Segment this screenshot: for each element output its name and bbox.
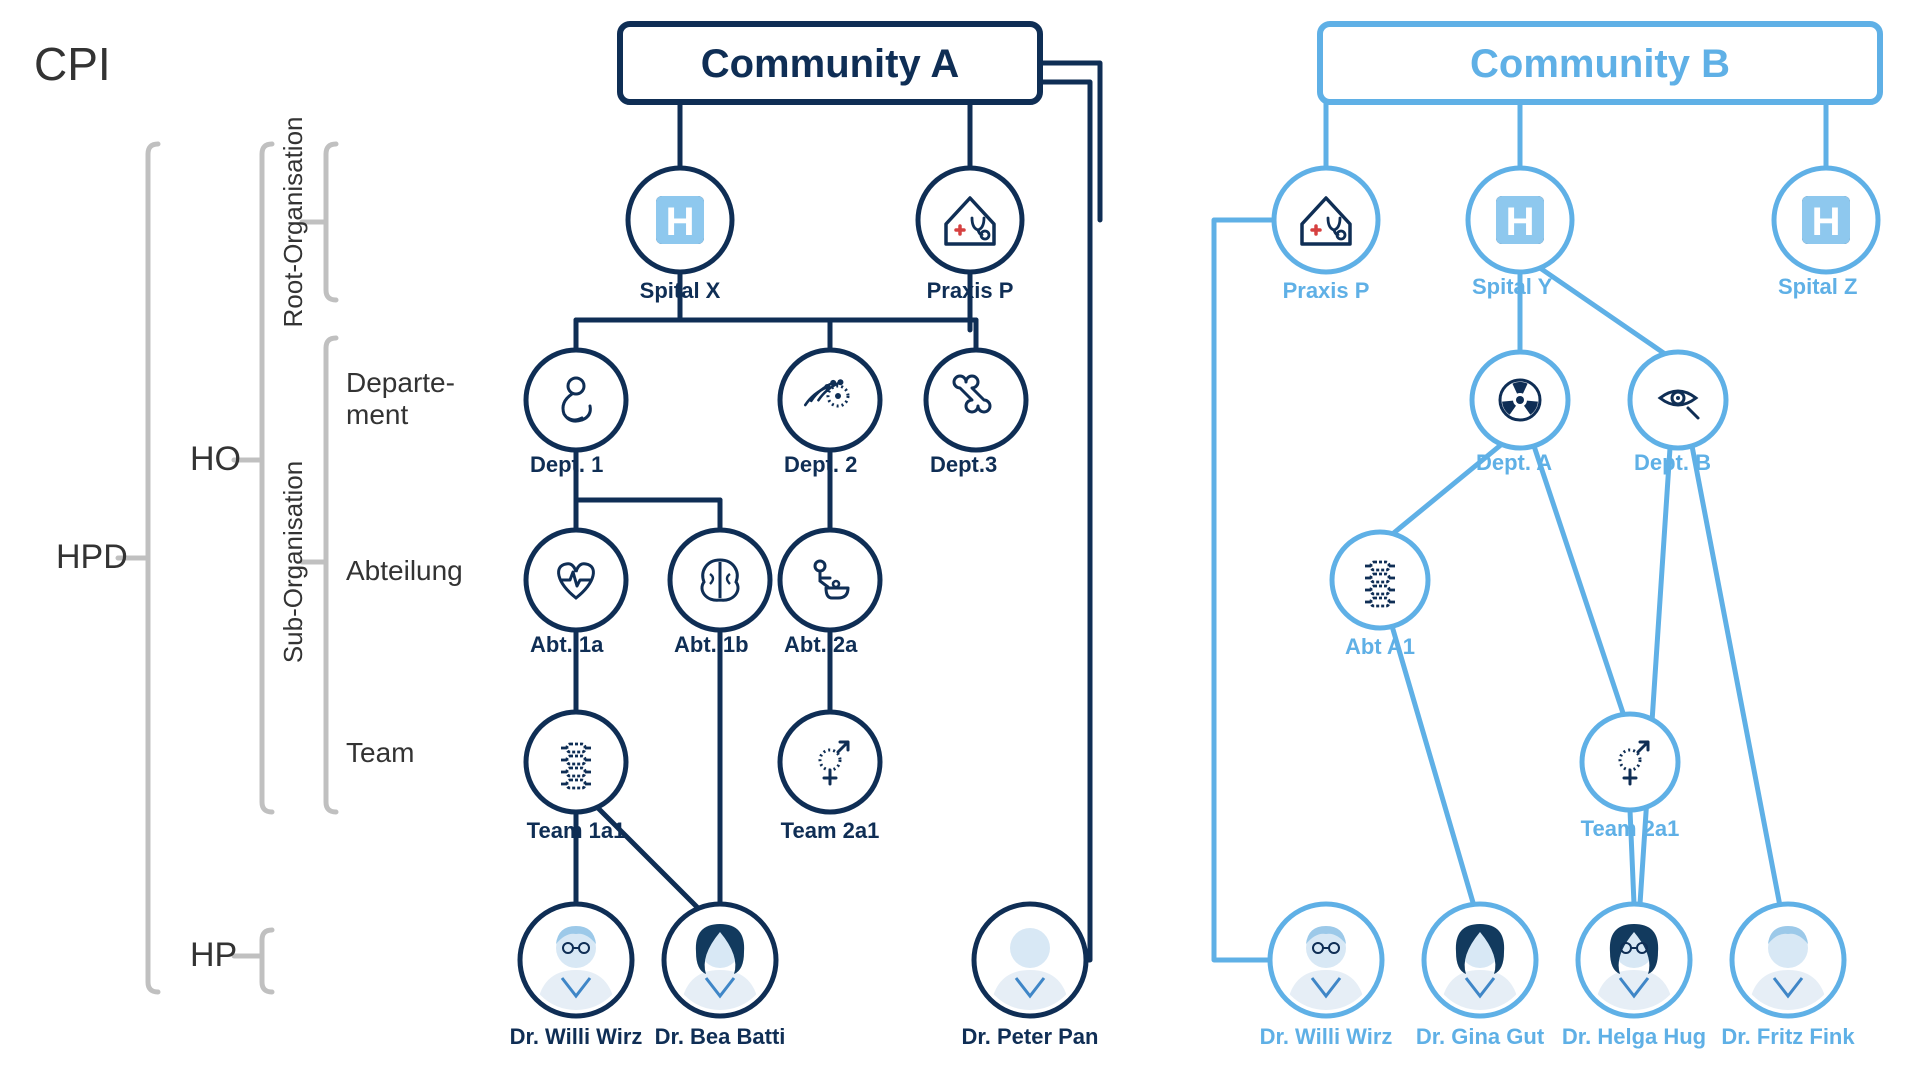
edge — [1392, 626, 1474, 906]
person-a-willi — [520, 904, 632, 1020]
node-d1 — [526, 350, 626, 450]
person-b-willi-label: Dr. Willi Wirz — [1260, 1024, 1393, 1049]
row-label-team: Team — [346, 737, 414, 768]
svg-text:H: H — [1812, 200, 1841, 244]
person-a-bea — [664, 904, 776, 1020]
person-b-willi — [1270, 904, 1382, 1020]
person-b-fritz-label: Dr. Fritz Fink — [1721, 1024, 1855, 1049]
cpi-label: CPI — [34, 38, 111, 90]
side-label-hpd: HPD — [56, 538, 128, 576]
node-a2a — [780, 530, 880, 630]
node-t2a1 — [780, 712, 880, 812]
node-spital-x-label: Spital X — [640, 278, 721, 303]
node-dept-a-label: Dept. A — [1476, 450, 1552, 475]
node-dept-b — [1630, 352, 1726, 448]
community-a-box-title: Community A — [701, 42, 960, 86]
node-praxis-p-b-label: Praxis P — [1283, 278, 1370, 303]
node-d3 — [926, 350, 1026, 450]
svg-text:H: H — [666, 200, 695, 244]
node-t1a1 — [526, 712, 626, 812]
node-d2-label: Dept. 2 — [784, 452, 857, 477]
person-b-helga-label: Dr. Helga Hug — [1562, 1024, 1706, 1049]
node-team-2a1-b-label: Team 2a1 — [1581, 816, 1680, 841]
person-a-peter-label: Dr. Peter Pan — [962, 1024, 1099, 1049]
node-a1b — [670, 530, 770, 630]
person-a-willi-label: Dr. Willi Wirz — [510, 1024, 643, 1049]
row-label-departement-2: ment — [346, 399, 408, 430]
edge — [1534, 446, 1624, 716]
vertical-label-root: Root-Organisation — [278, 117, 308, 328]
node-abt-a1-label: Abt A1 — [1345, 634, 1415, 659]
node-spital-y-label: Spital Y — [1472, 274, 1553, 299]
bracket-hp — [262, 930, 272, 992]
community-b-box-title: Community B — [1470, 42, 1730, 86]
person-b-fritz — [1732, 904, 1844, 1020]
node-dept-a — [1472, 352, 1568, 448]
person-a-peter — [974, 904, 1086, 1020]
svg-text:H: H — [1506, 200, 1535, 244]
node-spital-y: HH — [1468, 168, 1572, 272]
bracket-hpd — [148, 144, 158, 992]
edge — [1214, 220, 1274, 960]
row-label-departement: Departe- — [346, 367, 455, 398]
row-label-abteilung: Abteilung — [346, 555, 463, 586]
node-a1a — [526, 530, 626, 630]
node-spital-x: HH — [628, 168, 732, 272]
vertical-label-sub: Sub-Organisation — [278, 461, 308, 663]
person-b-gina — [1424, 904, 1536, 1020]
node-spital-z: HH — [1774, 168, 1878, 272]
edge — [1540, 268, 1668, 356]
bracket-ho — [262, 144, 272, 812]
side-label-hp: HP — [190, 936, 237, 974]
edge — [1040, 82, 1090, 960]
node-spital-z-label: Spital Z — [1778, 274, 1857, 299]
person-b-gina-label: Dr. Gina Gut — [1416, 1024, 1545, 1049]
node-praxis-p-a-label: Praxis P — [927, 278, 1014, 303]
bracket-sub — [326, 338, 336, 812]
node-abt-a1 — [1332, 532, 1428, 628]
node-d2 — [780, 350, 880, 450]
node-a1a-label: Abt. 1a — [530, 632, 604, 657]
node-dept-b-label: Dept. B — [1634, 450, 1711, 475]
node-d1-label: Dept. 1 — [530, 452, 603, 477]
node-d3-label: Dept.3 — [930, 452, 997, 477]
diagram-root: Community ACommunity BHHHHHH CPIHPDHOHPR… — [0, 0, 1920, 1080]
node-a2a-label: Abt. 2a — [784, 632, 858, 657]
node-praxis-p-b — [1274, 168, 1378, 272]
node-praxis-p-a — [918, 168, 1022, 272]
edge — [1692, 446, 1780, 906]
person-b-helga — [1578, 904, 1690, 1020]
node-t1a1-label: Team 1a1 — [527, 818, 626, 843]
side-label-ho: HO — [190, 440, 241, 478]
person-a-bea-label: Dr. Bea Batti — [655, 1024, 786, 1049]
node-team-2a1-b — [1582, 714, 1678, 810]
node-a1b-label: Abt. 1b — [674, 632, 749, 657]
node-t2a1-label: Team 2a1 — [781, 818, 880, 843]
